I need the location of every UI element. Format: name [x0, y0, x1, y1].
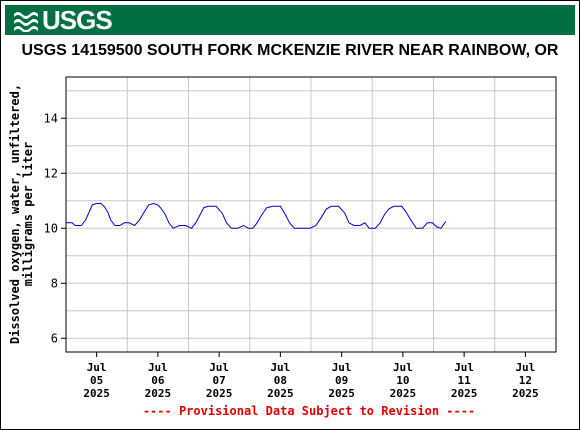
y-axis-label-line: Dissolved oxygen, water, unfiltered, — [8, 84, 22, 344]
y-tick-label: 14 — [44, 111, 58, 125]
usgs-logo[interactable]: USGS — [13, 5, 113, 35]
usgs-banner: USGS — [5, 5, 575, 35]
x-tick-label: Jul — [393, 361, 413, 374]
x-tick-label: 07 — [213, 374, 226, 387]
usgs-logo-text: USGS — [42, 5, 113, 35]
x-tick-label: 08 — [274, 374, 287, 387]
x-tick-label: Jul — [515, 361, 535, 374]
x-tick-label: 10 — [396, 374, 409, 387]
x-tick-label: 09 — [335, 374, 348, 387]
x-tick-label: 2025 — [206, 387, 233, 400]
x-tick-label: 12 — [519, 374, 532, 387]
x-tick-label: Jul — [209, 361, 229, 374]
x-tick-label: Jul — [270, 361, 290, 374]
x-tick-label: 2025 — [83, 387, 110, 400]
y-tick-label: 12 — [44, 166, 58, 180]
x-tick-label: 05 — [90, 374, 103, 387]
x-tick-label: 2025 — [267, 387, 294, 400]
plot-border — [65, 76, 557, 353]
x-tick-label: Jul — [332, 361, 352, 374]
usgs-wave-icon — [14, 12, 38, 32]
series-line — [66, 202, 447, 229]
x-tick-label: 2025 — [390, 387, 417, 400]
chart-title: USGS 14159500 SOUTH FORK MCKENZIE RIVER … — [21, 42, 559, 59]
y-tick-label: 10 — [44, 221, 58, 235]
y-axis-label-line: milligrams per liter — [21, 142, 35, 287]
x-tick-label: Jul — [454, 361, 474, 374]
x-tick-label: 2025 — [512, 387, 539, 400]
x-tick-label: Jul — [87, 361, 107, 374]
y-axis-label: Dissolved oxygen, water, unfiltered,mill… — [8, 84, 35, 344]
x-tick-label: 11 — [458, 374, 472, 387]
x-tick-label: 2025 — [451, 387, 478, 400]
y-tick-label: 6 — [51, 331, 58, 345]
x-tick-label: 06 — [151, 374, 165, 387]
x-tick-label: 2025 — [145, 387, 172, 400]
provisional-notice: ---- Provisional Data Subject to Revisio… — [142, 404, 476, 418]
y-tick-label: 8 — [51, 276, 58, 290]
x-tick-label: 2025 — [328, 387, 355, 400]
x-tick-label: Jul — [148, 361, 168, 374]
